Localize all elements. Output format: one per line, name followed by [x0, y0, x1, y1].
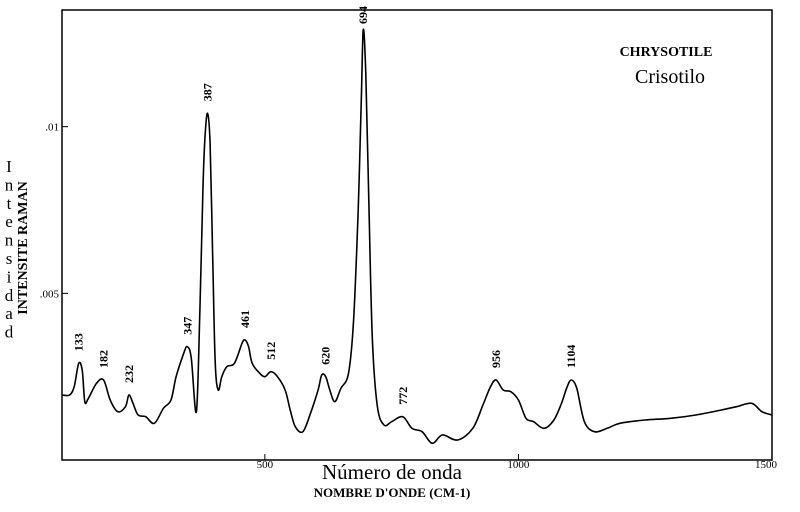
peak-label-461: 461 [238, 310, 252, 328]
y-label-letter: a [5, 304, 13, 323]
x-tick-label: 1500 [755, 459, 778, 471]
y-label-letter: d [5, 286, 14, 305]
peak-label-387: 387 [201, 83, 215, 101]
x-axis-label-spanish: Número de onda [322, 460, 463, 484]
y-label-letter: s [6, 249, 13, 268]
peak-label-182: 182 [97, 350, 111, 368]
peak-label-347: 347 [180, 317, 194, 335]
y-tick-label: .01 [45, 122, 59, 134]
y-axis-label-french: INTENSITE RAMAN [16, 181, 31, 314]
axis-layer: 500 1000 1500 .005 .01 [40, 122, 778, 471]
peak-label-772: 772 [396, 387, 410, 405]
y-label-letter: d [5, 323, 14, 342]
y-label-letter: n [5, 231, 14, 250]
y-tick-label: .005 [40, 288, 60, 300]
peak-label-694: 694 [356, 6, 370, 24]
peak-label-956: 956 [489, 350, 503, 368]
y-label-letter: n [5, 175, 14, 194]
peak-label-133: 133 [72, 333, 86, 351]
x-axis-label-french: NOMBRE D'ONDE (CM-1) [314, 485, 471, 500]
peak-label-232: 232 [122, 365, 136, 383]
y-label-letter: e [5, 212, 13, 231]
x-tick-label: 500 [257, 459, 274, 471]
peak-label-620: 620 [319, 347, 333, 365]
y-label-letter: I [6, 157, 12, 176]
peak-label-layer: 133 182 232 347 387 461 512 620 694 772 956 1104 [72, 6, 579, 405]
x-tick-label: 1000 [507, 459, 530, 471]
chart-title: CHRYSOTILE [620, 45, 713, 60]
y-label-letter: i [7, 267, 12, 286]
spectrum-line [61, 28, 773, 445]
plot-frame [61, 9, 773, 461]
y-label-letter: t [7, 194, 12, 213]
peak-label-512: 512 [264, 342, 278, 360]
peak-label-1104: 1104 [564, 345, 578, 368]
chart-subtitle: Crisotilo [635, 66, 705, 88]
